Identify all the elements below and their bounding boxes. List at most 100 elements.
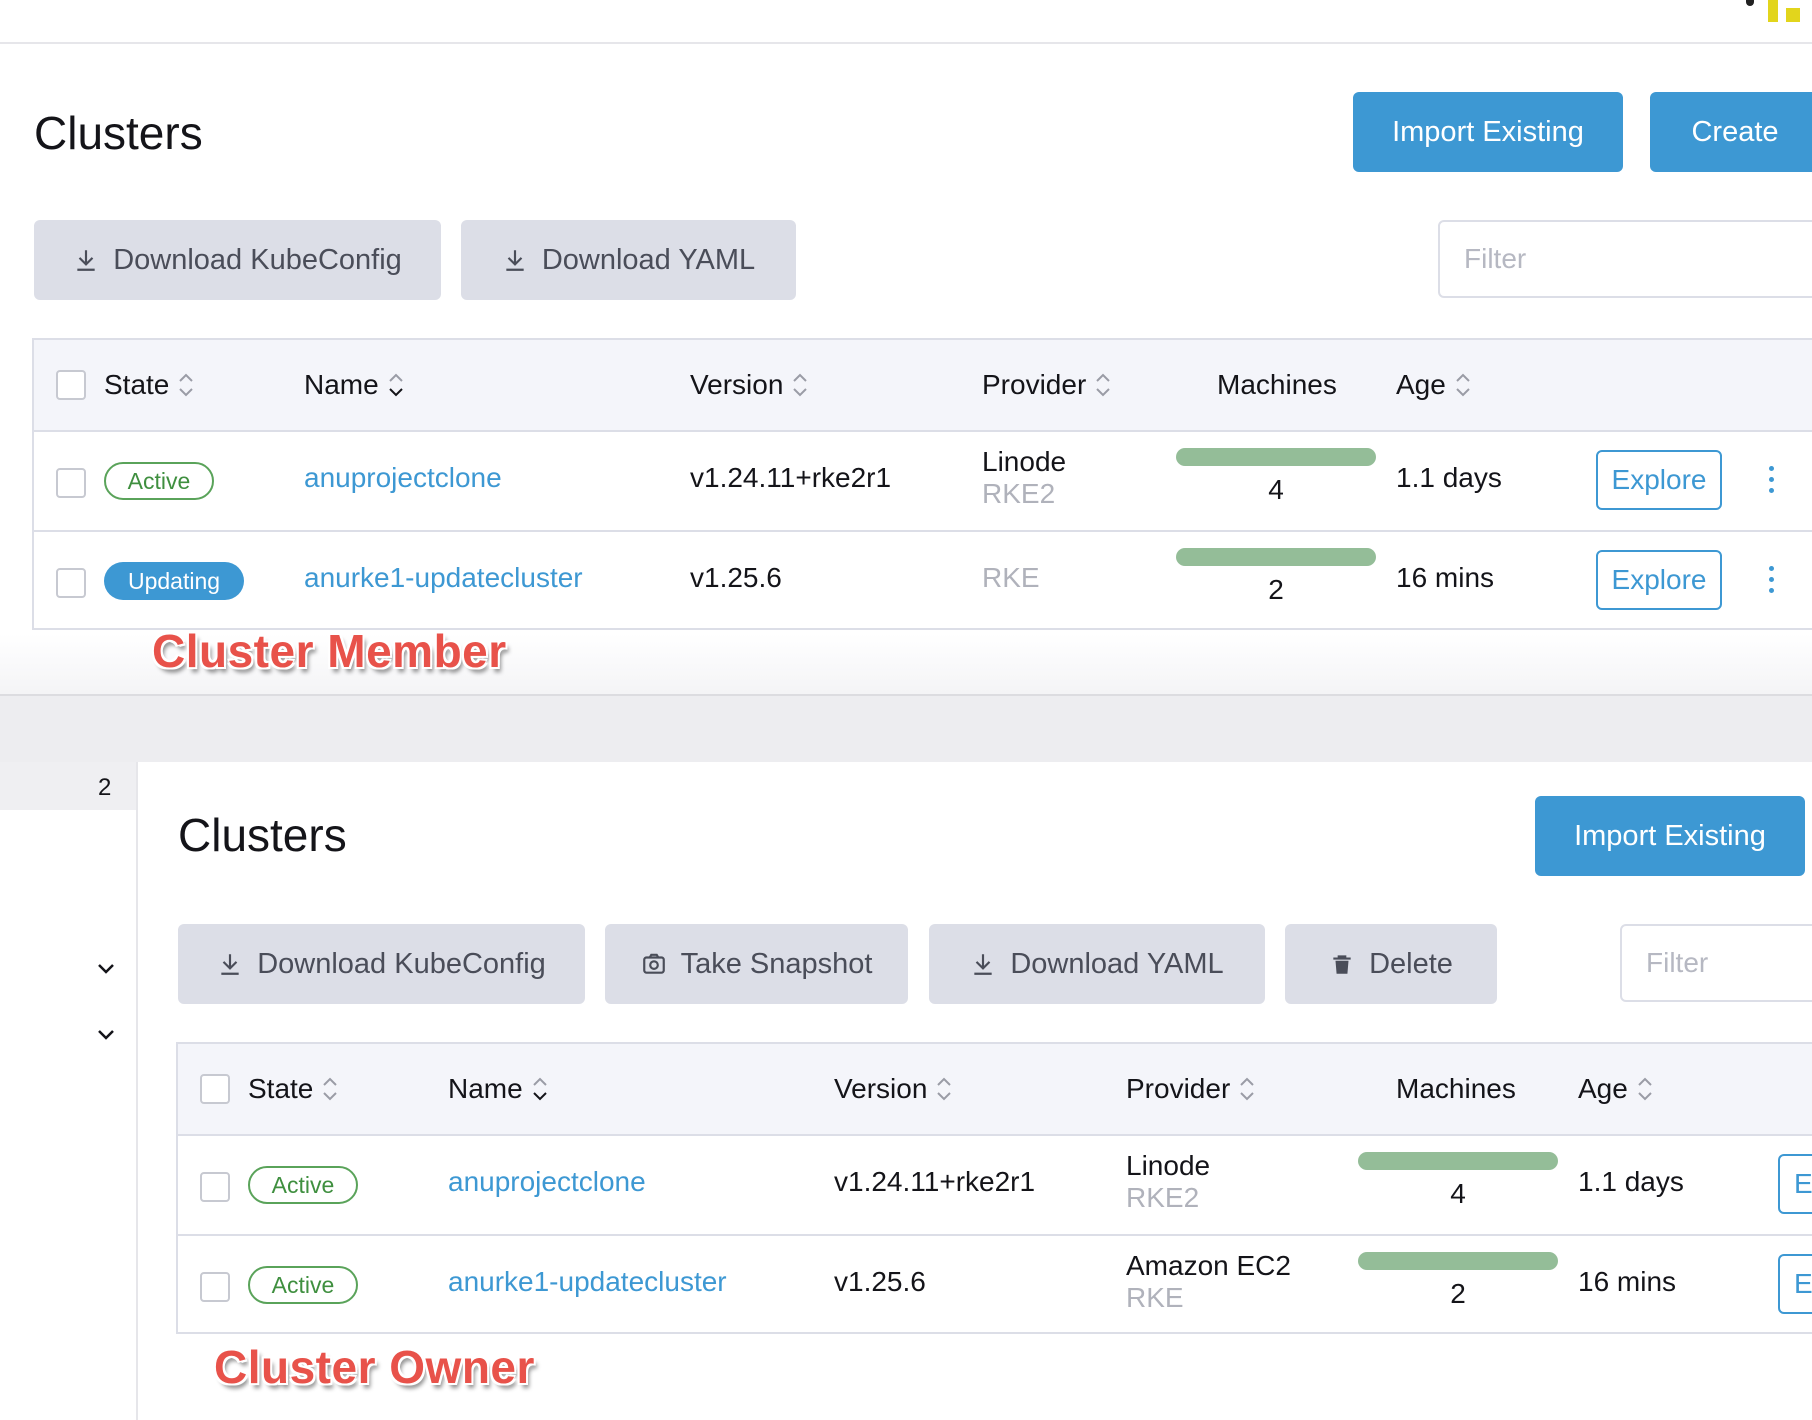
row-checkbox[interactable]	[56, 468, 86, 498]
row-checkbox[interactable]	[200, 1272, 230, 1302]
clusters-table: State Name Version Provider Machines Age	[176, 1042, 1812, 1334]
header-name[interactable]: Name	[304, 340, 405, 430]
provider-distro: RKE2	[982, 478, 1056, 509]
header-name[interactable]: Name	[448, 1044, 549, 1134]
sort-icon	[937, 1077, 952, 1101]
import-existing-button[interactable]: Import Existing	[1353, 92, 1623, 172]
header-age[interactable]: Age	[1396, 340, 1472, 430]
status-badge: Active	[248, 1266, 358, 1304]
row-checkbox[interactable]	[200, 1172, 230, 1202]
download-yaml-label: Download YAML	[1010, 947, 1224, 980]
page-title: Clusters	[178, 809, 347, 861]
sort-icon	[323, 1077, 338, 1101]
download-kubeconfig-button[interactable]: Download KubeConfig	[34, 220, 441, 300]
header-state-label: State	[248, 1073, 314, 1104]
download-icon	[77, 250, 95, 271]
side-nav: 2	[0, 762, 138, 1420]
header-provider[interactable]: Provider	[982, 340, 1112, 430]
header-provider-label: Provider	[982, 369, 1087, 400]
annotation-cluster-owner: Cluster Owner	[214, 1341, 535, 1393]
cluster-name-link[interactable]: anuprojectclone	[448, 1166, 646, 1197]
row-checkbox[interactable]	[56, 568, 86, 598]
filter-input[interactable]: Filter	[1620, 924, 1812, 1002]
cluster-version: v1.24.11+rke2r1	[690, 462, 892, 493]
camera-icon	[642, 953, 665, 974]
explore-button[interactable]: E	[1778, 1254, 1812, 1314]
download-icon	[974, 954, 992, 975]
select-all-checkbox[interactable]	[56, 370, 86, 400]
sort-icon	[1096, 373, 1110, 397]
sort-desc-icon	[388, 373, 403, 397]
machines-count: 4	[1450, 1178, 1466, 1209]
machines-count: 4	[1268, 474, 1284, 505]
header-provider[interactable]: Provider	[1126, 1044, 1256, 1134]
status-badge: Active	[104, 462, 214, 500]
side-nav-count: 2	[98, 774, 112, 801]
cluster-version: v1.25.6	[690, 562, 782, 593]
header-machines-label: Machines	[1396, 1073, 1516, 1104]
table-header: State Name Version Provider Machines Age	[178, 1044, 1812, 1136]
header-machines: Machines	[1396, 1044, 1516, 1134]
header-version[interactable]: Version	[690, 340, 809, 430]
download-yaml-button[interactable]: Download YAML	[929, 924, 1265, 1004]
header-age-label: Age	[1578, 1073, 1628, 1104]
header-machines-label: Machines	[1217, 369, 1337, 400]
provider-name: Amazon EC2	[1126, 1250, 1291, 1281]
header-state[interactable]: State	[248, 1044, 339, 1134]
machines-count: 2	[1450, 1278, 1466, 1309]
download-kubeconfig-label: Download KubeConfig	[257, 947, 546, 980]
cluster-name-link[interactable]: anuprojectclone	[304, 462, 502, 493]
cluster-version: v1.24.11+rke2r1	[834, 1166, 1036, 1197]
table-row: Active anuprojectclone v1.24.11+rke2r1 L…	[34, 432, 1812, 532]
cluster-name-link[interactable]: anurke1-updatecluster	[304, 562, 583, 593]
machines-bar	[1176, 548, 1376, 566]
select-all-checkbox[interactable]	[200, 1074, 230, 1104]
header-version-label: Version	[834, 1073, 928, 1104]
cluster-age: 1.1 days	[1578, 1166, 1684, 1197]
top-header-strip	[0, 0, 1812, 44]
header-state-label: State	[104, 369, 170, 400]
status-badge: Active	[248, 1166, 358, 1204]
clusters-table: State Name Version Provider Machines Age	[32, 338, 1812, 630]
more-actions-icon[interactable]	[1769, 566, 1777, 596]
explore-button[interactable]: Explore	[1596, 550, 1722, 610]
table-row: Active anuprojectclone v1.24.11+rke2r1 L…	[178, 1136, 1812, 1236]
download-yaml-label: Download YAML	[541, 243, 756, 276]
table-row: Active anurke1-updatecluster v1.25.6 Ama…	[178, 1236, 1812, 1334]
machines-count: 2	[1268, 574, 1284, 605]
provider-distro: RKE2	[1126, 1182, 1200, 1213]
cluster-name-link[interactable]: anurke1-updatecluster	[448, 1266, 727, 1297]
sort-icon	[1240, 1077, 1254, 1101]
header-machines: Machines	[1217, 340, 1337, 430]
explore-button[interactable]: E	[1778, 1154, 1812, 1214]
machines-bar	[1358, 1152, 1558, 1170]
delete-label: Delete	[1369, 947, 1453, 980]
header-menu-dot	[1746, 0, 1754, 6]
cluster-age: 16 mins	[1396, 562, 1495, 593]
take-snapshot-button[interactable]: Take Snapshot	[605, 924, 908, 1004]
provider-distro: RKE	[1126, 1282, 1184, 1313]
delete-button[interactable]: Delete	[1285, 924, 1497, 1004]
chevron-down-icon[interactable]	[96, 958, 116, 978]
table-row: Updating anurke1-updatecluster v1.25.6 R…	[34, 532, 1812, 630]
header-name-label: Name	[448, 1073, 523, 1104]
sort-icon	[1456, 373, 1470, 397]
download-yaml-button[interactable]: Download YAML	[461, 220, 796, 300]
provider-name: Linode	[982, 446, 1067, 477]
header-version[interactable]: Version	[834, 1044, 953, 1134]
header-age-label: Age	[1396, 369, 1446, 400]
download-kubeconfig-button[interactable]: Download KubeConfig	[178, 924, 585, 1004]
chevron-down-icon[interactable]	[96, 1024, 116, 1044]
header-state[interactable]: State	[104, 340, 195, 430]
more-actions-icon[interactable]	[1769, 466, 1777, 496]
sort-icon	[179, 373, 194, 397]
cluster-member-panel: Clusters Import Existing Create Download…	[0, 44, 1812, 694]
create-button[interactable]: Create	[1650, 92, 1812, 172]
filter-input[interactable]: Filter	[1438, 220, 1812, 298]
panel-divider	[0, 694, 1812, 764]
machines-bar	[1176, 448, 1376, 466]
header-age[interactable]: Age	[1578, 1044, 1654, 1134]
import-existing-button[interactable]: Import Existing	[1535, 796, 1805, 876]
explore-button[interactable]: Explore	[1596, 450, 1722, 510]
sort-icon	[1638, 1077, 1652, 1101]
